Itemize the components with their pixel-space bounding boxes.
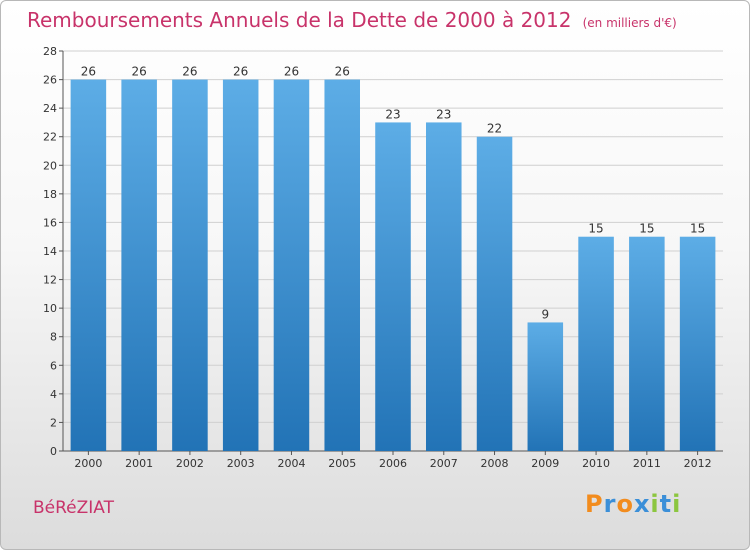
bar xyxy=(527,322,564,451)
proxiti-logo: Proxiti xyxy=(585,490,681,518)
data-label: 15 xyxy=(639,222,654,236)
bar xyxy=(121,79,157,452)
x-tick-label: 2007 xyxy=(430,457,458,470)
y-tick-label: 28 xyxy=(43,45,57,58)
x-tick-label: 2012 xyxy=(684,457,712,470)
y-tick-label: 18 xyxy=(43,188,57,201)
logo-letter: t xyxy=(659,490,673,518)
data-label: 9 xyxy=(541,307,549,321)
bar xyxy=(375,122,411,451)
y-tick-label: 4 xyxy=(50,388,57,401)
data-label: 23 xyxy=(385,107,400,121)
data-label: 22 xyxy=(487,122,502,136)
bar xyxy=(273,79,310,452)
x-tick-label: 2009 xyxy=(531,457,559,470)
y-tick-label: 10 xyxy=(43,302,57,315)
data-label: 26 xyxy=(233,65,248,79)
x-tick-label: 2005 xyxy=(328,457,356,470)
commune-name: BéRéZIAT xyxy=(33,498,114,518)
x-tick-label: 2011 xyxy=(633,457,661,470)
y-tick-label: 12 xyxy=(43,274,57,287)
bar xyxy=(222,79,259,452)
y-tick-label: 26 xyxy=(43,74,57,87)
data-label: 26 xyxy=(132,65,147,79)
data-label: 26 xyxy=(284,65,299,79)
x-tick-label: 2001 xyxy=(125,457,153,470)
y-tick-label: 16 xyxy=(43,216,57,229)
logo-letter: i xyxy=(650,490,660,518)
y-tick-label: 24 xyxy=(43,102,57,115)
x-tick-label: 2000 xyxy=(74,457,102,470)
bar xyxy=(629,236,665,451)
bars xyxy=(70,79,716,452)
y-tick-label: 8 xyxy=(50,331,57,344)
x-tick-label: 2010 xyxy=(582,457,610,470)
x-tick-label: 2006 xyxy=(379,457,407,470)
bar xyxy=(172,79,208,452)
data-label: 15 xyxy=(690,222,705,236)
bar xyxy=(426,122,462,451)
y-tick-label: 14 xyxy=(43,245,57,258)
data-label: 26 xyxy=(81,65,96,79)
data-label: 23 xyxy=(436,107,451,121)
y-tick-label: 22 xyxy=(43,131,57,144)
logo-letter: x xyxy=(633,490,651,518)
data-label: 15 xyxy=(588,222,603,236)
bar xyxy=(578,236,614,451)
x-tick-label: 2003 xyxy=(227,457,255,470)
logo-letter: r xyxy=(603,490,617,518)
y-tick-label: 2 xyxy=(50,416,57,429)
x-tick-label: 2008 xyxy=(481,457,509,470)
logo-letter: o xyxy=(616,490,634,518)
y-tick-label: 6 xyxy=(50,359,57,372)
chart-title: Remboursements Annuels de la Dette de 20… xyxy=(27,8,677,32)
chart-title-unit: (en milliers d'€) xyxy=(582,16,677,30)
y-tick-label: 20 xyxy=(43,159,57,172)
logo-letter: i xyxy=(672,490,682,518)
labels: 0246810121416182022242628200026200126200… xyxy=(43,45,712,470)
data-label: 26 xyxy=(335,65,350,79)
bar xyxy=(679,236,716,451)
bar xyxy=(476,136,513,451)
x-tick-label: 2002 xyxy=(176,457,204,470)
bar xyxy=(70,79,107,452)
bar xyxy=(324,79,360,452)
chart-title-main: Remboursements Annuels de la Dette de 20… xyxy=(27,8,572,32)
x-tick-label: 2004 xyxy=(277,457,305,470)
y-tick-label: 0 xyxy=(50,445,57,458)
logo-letter: P xyxy=(585,490,604,518)
data-label: 26 xyxy=(182,65,197,79)
